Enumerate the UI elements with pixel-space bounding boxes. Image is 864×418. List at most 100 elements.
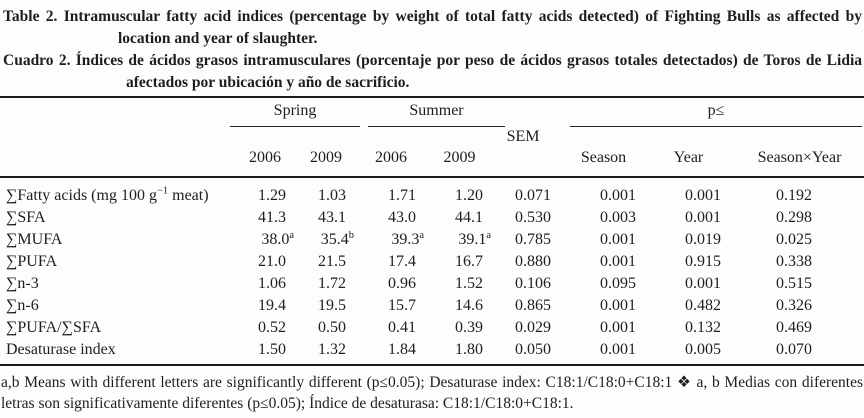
data-cell: 0.132: [685, 319, 722, 336]
data-cell: 1.06: [258, 275, 286, 292]
data-cell: 1.03: [318, 187, 347, 204]
table-titles: Table 2. Intramuscular fatty acid indice…: [0, 6, 864, 94]
row-label: ∑SFA: [6, 209, 46, 226]
col-subheader-year: Year: [642, 127, 728, 178]
data-cell: 35.4b: [320, 229, 355, 248]
data-cell: 0.050: [489, 339, 558, 366]
data-cell: 38.0a: [261, 229, 294, 248]
table-row-desaturase-index: Desaturase index 1.50 1.32 1.84 1.80 0.0…: [0, 339, 864, 366]
row-label: ∑n-3: [6, 275, 39, 292]
column-subheader-row: 2006 2009 2006 2009 Season Year Season×Y…: [0, 127, 864, 178]
data-cell: 0.865: [515, 297, 552, 314]
data-cell: 0.338: [776, 253, 813, 270]
table-row-pufa: ∑PUFA 21.0 21.5 17.4 16.7 0.880 0.001 0.…: [0, 251, 864, 273]
data-cell: 0.482: [685, 297, 722, 314]
table-row-n3: ∑n-3 1.06 1.72 0.96 1.52 0.106 0.095 0.0…: [0, 273, 864, 295]
corner-cell: [0, 97, 230, 178]
data-cell: 0.071: [515, 187, 552, 204]
data-cell: 0.530: [515, 209, 552, 226]
data-cell: 1.29: [258, 187, 286, 204]
col-subheader-spring-2006: 2006: [230, 127, 292, 178]
column-group-row: Spring Summer SEM p≤: [0, 97, 864, 178]
data-cell: 0.019: [685, 231, 722, 248]
data-cell: 0.003: [600, 209, 637, 226]
data-cell: 0.001: [600, 319, 637, 336]
data-cell: 0.96: [388, 275, 417, 292]
table-title-spanish: Cuadro 2. Índices de ácidos grasos intra…: [3, 52, 862, 91]
col-subheader-season-x-year: Season×Year: [727, 127, 864, 178]
data-cell: 0.001: [685, 187, 722, 204]
data-cell: 0.915: [685, 253, 722, 270]
data-cell: 0.326: [776, 297, 813, 314]
data-cell: 1.71: [388, 187, 417, 204]
row-label: ∑n-6: [6, 297, 39, 314]
col-subheader-season: Season: [557, 127, 643, 178]
row-label: ∑PUFA/∑SFA: [6, 319, 102, 336]
table-row-mufa: ∑MUFA 38.0a 35.4b 39.3a 39.1a 0.785 0.00…: [0, 229, 864, 251]
table-row-sfa: ∑SFA 41.3 43.1 43.0 44.1 0.530 0.003 0.0…: [0, 207, 864, 229]
data-cell: 39.1a: [458, 229, 492, 248]
data-cell: 0.025: [776, 231, 813, 248]
data-cell: 1.20: [455, 187, 484, 204]
data-cell: 0.50: [318, 319, 347, 336]
table-row-n6: ∑n-6 19.4 19.5 15.7 14.6 0.865 0.001 0.4…: [0, 295, 864, 317]
data-cell: 0.41: [388, 319, 417, 336]
data-cell: 1.80: [422, 339, 490, 366]
data-cell: 0.785: [515, 231, 552, 248]
data-cell: 0.001: [557, 339, 643, 366]
row-label: Desaturase index: [0, 339, 230, 366]
data-cell: 17.4: [388, 253, 417, 270]
data-cell: 21.0: [258, 253, 286, 270]
data-cell: 0.001: [685, 209, 722, 226]
table-row-fatty-acids: ∑Fatty acids (mg 100 g−1 meat) 1.29 1.03…: [0, 177, 864, 207]
data-cell: 21.5: [318, 253, 347, 270]
data-cell: 14.6: [455, 297, 484, 314]
col-subheader-summer-2006: 2006: [352, 127, 423, 178]
data-cell: 0.192: [776, 187, 813, 204]
col-group-spring: Spring: [230, 97, 361, 127]
data-cell: 0.880: [515, 253, 552, 270]
col-subheader-spring-2009: 2009: [292, 127, 353, 178]
row-label: ∑Fatty acids (mg 100 g−1 meat): [6, 185, 209, 204]
data-cell: 1.32: [292, 339, 353, 366]
row-label: ∑PUFA: [6, 253, 58, 270]
data-cell: 0.001: [600, 253, 637, 270]
table-footnote: a,b Means with different letters are sig…: [1, 374, 863, 412]
data-cell: 1.84: [352, 339, 423, 366]
data-cell: 0.298: [776, 209, 813, 226]
data-cell: 0.001: [600, 187, 637, 204]
data-cell: 1.50: [230, 339, 292, 366]
data-cell: 0.001: [600, 231, 637, 248]
data-cell: 0.39: [455, 319, 484, 336]
data-cell: 0.106: [515, 275, 552, 292]
data-cell: 0.005: [642, 339, 728, 366]
data-cell: 0.095: [600, 275, 637, 292]
data-cell: 43.1: [318, 209, 347, 226]
row-label: ∑MUFA: [6, 231, 63, 248]
data-cell: 19.4: [258, 297, 286, 314]
data-cell: 1.52: [455, 275, 484, 292]
col-subheader-summer-2009: 2009: [422, 127, 490, 178]
data-cell: 0.001: [685, 275, 722, 292]
col-header-sem: SEM: [489, 97, 558, 178]
data-cell: 43.0: [388, 209, 417, 226]
data-cell: 16.7: [455, 253, 484, 270]
col-group-p-value: p≤: [557, 97, 864, 127]
table-row-pufa-sfa-ratio: ∑PUFA/∑SFA 0.52 0.50 0.41 0.39 0.029 0.0…: [0, 317, 864, 339]
data-cell: 1.72: [318, 275, 347, 292]
data-cell: 39.3a: [391, 229, 425, 248]
data-cell: 0.515: [776, 275, 813, 292]
col-group-summer: Summer: [352, 97, 506, 127]
data-cell: 19.5: [318, 297, 347, 314]
data-cell: 0.469: [776, 319, 813, 336]
data-cell: 15.7: [388, 297, 417, 314]
data-cell: 0.001: [600, 297, 637, 314]
data-cell: 41.3: [258, 209, 286, 226]
fatty-acid-table: Spring Summer SEM p≤ 2006 2009 2006 2009…: [0, 96, 864, 366]
data-cell: 44.1: [455, 209, 484, 226]
data-cell: 0.029: [515, 319, 552, 336]
data-cell: 0.52: [258, 319, 286, 336]
table-title-english: Table 2. Intramuscular fatty acid indice…: [3, 8, 862, 47]
data-cell: 0.070: [727, 339, 864, 366]
